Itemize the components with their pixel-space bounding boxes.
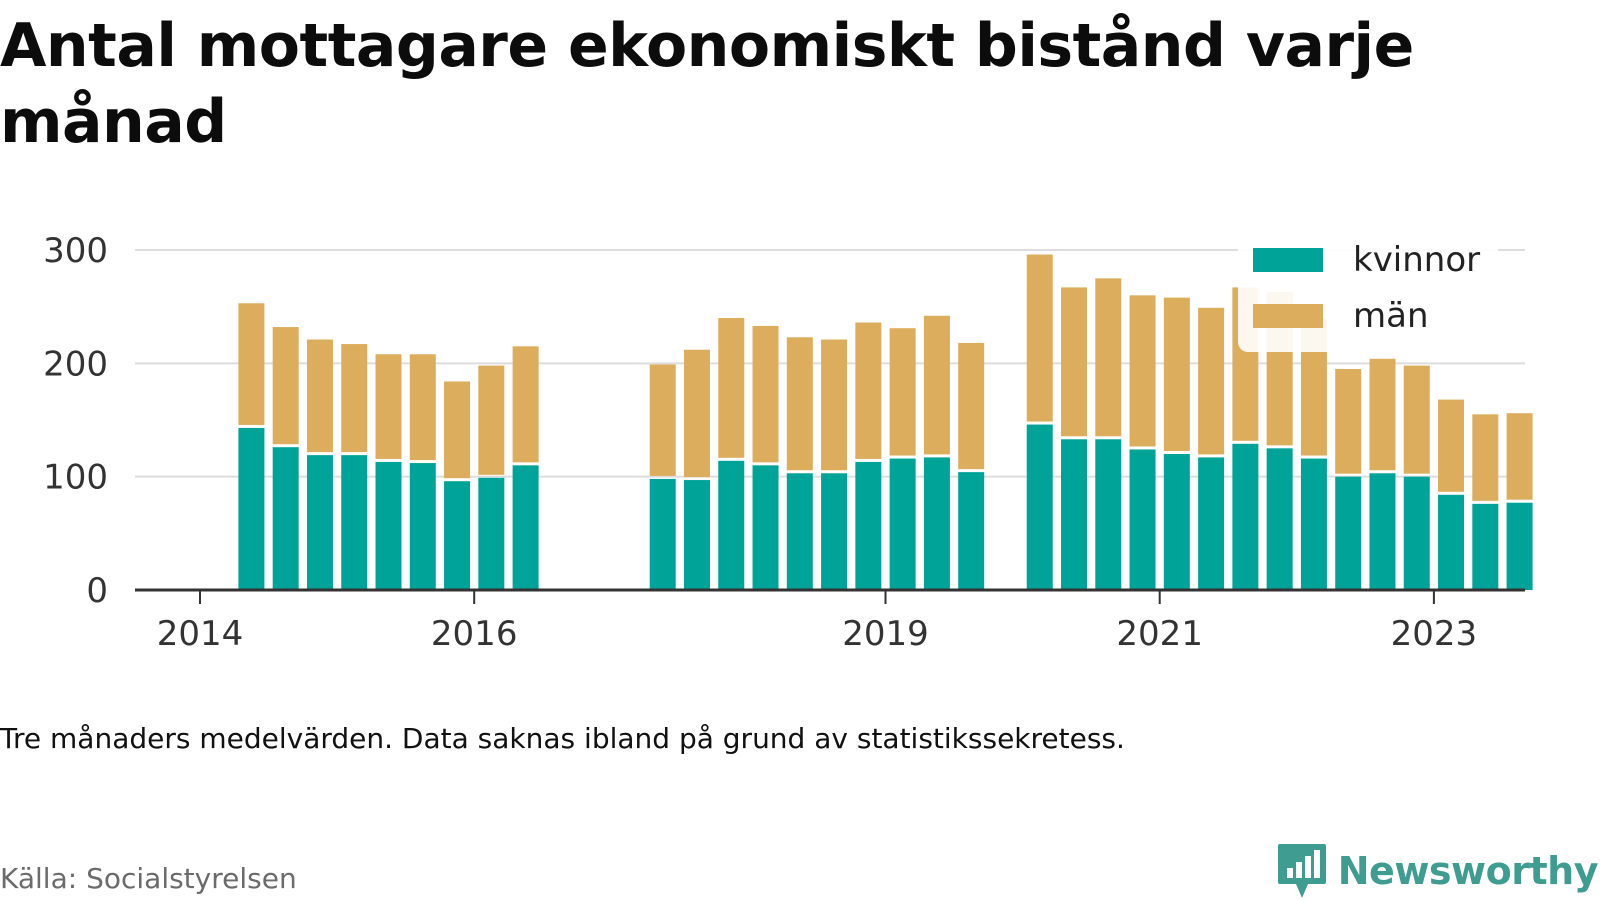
bar-man (718, 318, 745, 458)
bar-kvinnor (889, 458, 916, 590)
bar-man (1369, 358, 1396, 471)
bar-kvinnor (958, 472, 985, 590)
bar-kvinnor (478, 477, 505, 590)
brand-name: Newsworthy (1337, 849, 1599, 893)
chart-title: Antal mottagare ekonomiskt bistånd varje… (0, 11, 1414, 157)
bar-chart: 0 100 200 300 2014 2016 2019 2021 2023 kvinnor m… (43, 231, 1533, 654)
bar-kvinnor (1335, 476, 1362, 590)
bar-kvinnor (1198, 457, 1225, 590)
legend: kvinnor män (1238, 236, 1498, 352)
bar-man (752, 325, 779, 463)
bar-kvinnor (683, 480, 710, 590)
bar-man (1129, 295, 1156, 447)
bar-man (444, 381, 471, 479)
legend-swatch (1253, 304, 1323, 328)
source-label: Källa: Socialstyrelsen (0, 862, 297, 895)
bar-kvinnor (752, 465, 779, 590)
bar-kvinnor (444, 481, 471, 590)
bar-man (306, 339, 333, 453)
y-tick-label: 200 (43, 344, 108, 384)
bar-man (649, 364, 676, 476)
bar-kvinnor (1163, 454, 1190, 590)
bar-man (786, 337, 813, 471)
bar-man (478, 365, 505, 475)
bar-kvinnor (1232, 443, 1259, 590)
bar-kvinnor (821, 473, 848, 590)
bar-man (272, 327, 299, 445)
x-tick-label: 2021 (1116, 614, 1203, 654)
bar-man (1438, 399, 1465, 492)
bar-kvinnor (1472, 503, 1499, 590)
chart-note: Tre månaders medelvärden. Data saknas ib… (0, 722, 1125, 755)
bar-kvinnor (1095, 439, 1122, 590)
bar-kvinnor (341, 455, 368, 590)
bar-kvinnor (409, 463, 436, 590)
bar-man (1403, 365, 1430, 474)
y-tick-label: 0 (86, 571, 108, 611)
bar-kvinnor (375, 461, 402, 590)
bar-man (958, 342, 985, 470)
bar-kvinnor (1403, 476, 1430, 590)
x-tick-label: 2014 (157, 614, 244, 654)
x-axis: 2014 2016 2019 2021 2023 (135, 588, 1525, 654)
bar-man (375, 354, 402, 459)
bar-man (889, 328, 916, 456)
legend-label: män (1353, 296, 1429, 336)
bar-kvinnor (855, 461, 882, 590)
bar-kvinnor (718, 460, 745, 590)
bar-kvinnor (306, 455, 333, 590)
bar-kvinnor (1129, 449, 1156, 590)
bar-kvinnor (238, 427, 265, 590)
y-axis-tick-labels: 0 100 200 300 (43, 231, 108, 611)
x-tick-label: 2019 (842, 614, 929, 654)
y-tick-label: 100 (43, 458, 108, 498)
legend-swatch (1253, 248, 1323, 272)
bars (238, 254, 1533, 590)
brand[interactable]: Newsworthy (1276, 842, 1599, 900)
bar-man (1095, 278, 1122, 437)
bar-man (1163, 297, 1190, 451)
bar-man (923, 315, 950, 455)
x-tick-label: 2023 (1391, 614, 1478, 654)
bar-man (1061, 287, 1088, 437)
y-tick-label: 300 (43, 231, 108, 271)
bar-man (1335, 369, 1362, 474)
bar-man (1506, 413, 1533, 500)
bar-man (512, 346, 539, 463)
bar-man (855, 322, 882, 459)
bar-kvinnor (1369, 473, 1396, 590)
bar-man (341, 344, 368, 453)
bar-kvinnor (272, 447, 299, 590)
bar-kvinnor (1506, 502, 1533, 590)
bar-man (409, 354, 436, 461)
bar-kvinnor (1266, 448, 1293, 590)
bar-kvinnor (786, 473, 813, 590)
bar-man (1472, 414, 1499, 501)
bar-kvinnor (1300, 458, 1327, 590)
bar-kvinnor (512, 465, 539, 590)
bar-kvinnor (1026, 424, 1053, 590)
bar-kvinnor (649, 478, 676, 590)
bar-man (238, 303, 265, 425)
bar-kvinnor (1438, 494, 1465, 590)
bar-man (1026, 254, 1053, 422)
bar-man (683, 349, 710, 478)
x-tick-label: 2016 (431, 614, 518, 654)
newsworthy-logo-icon (1277, 844, 1326, 898)
legend-label: kvinnor (1353, 240, 1480, 280)
bar-kvinnor (1061, 439, 1088, 590)
bar-man (1198, 307, 1225, 455)
bar-kvinnor (923, 457, 950, 590)
bar-man (821, 339, 848, 471)
